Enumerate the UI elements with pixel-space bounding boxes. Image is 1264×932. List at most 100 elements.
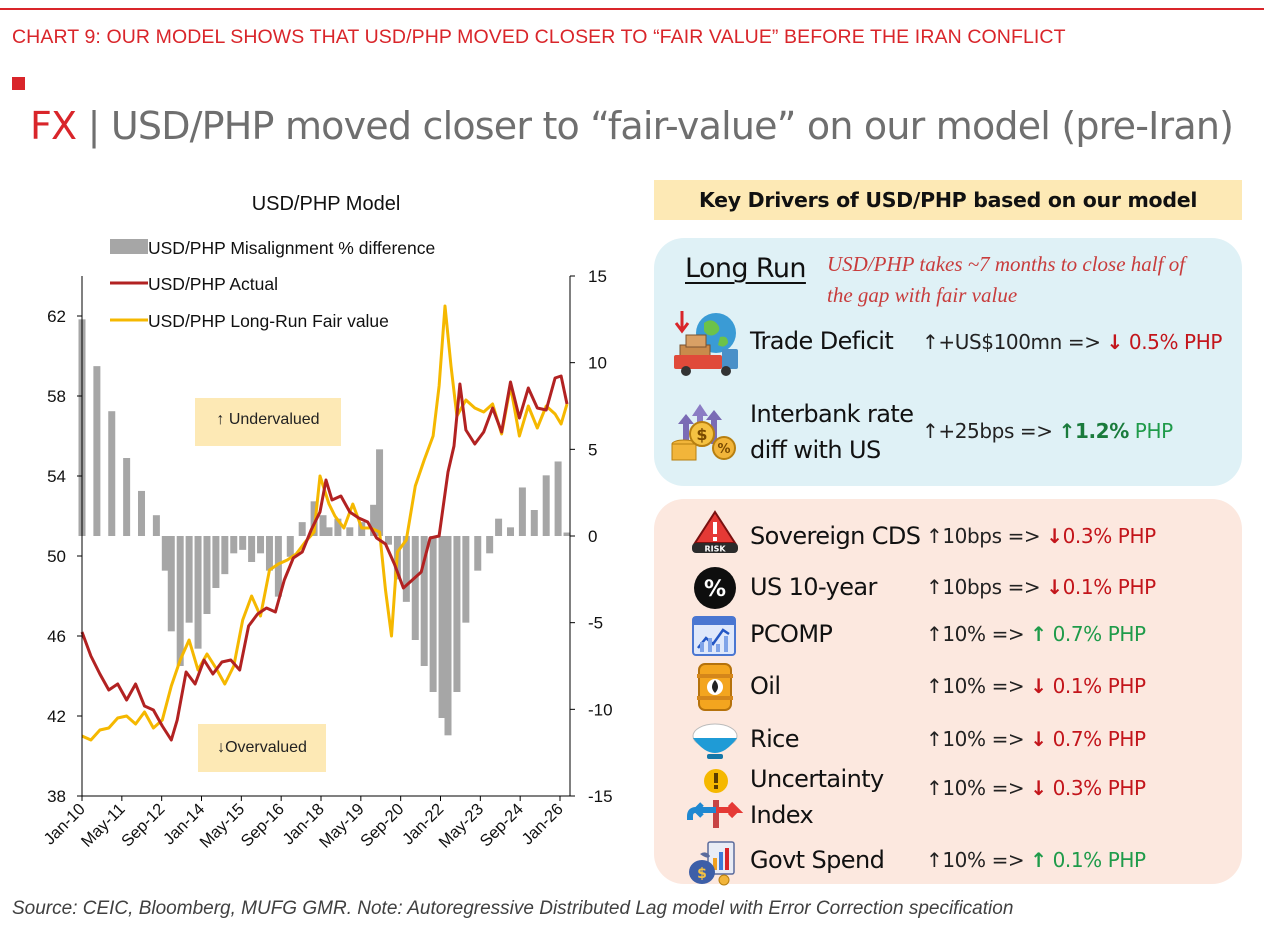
driver-label-sovereign-cds: Sovereign CDS [750, 522, 921, 550]
misalignment-bar [152, 515, 160, 536]
headline-separator: | [76, 104, 111, 148]
misalignment-bar [239, 536, 247, 550]
x-tick-label: May-11 [78, 800, 129, 851]
chart-title: USD/PHP Model [252, 193, 401, 215]
headline-fx: FX [30, 104, 77, 148]
undervalued-label: ↑ Undervalued [216, 411, 319, 428]
govt-spend-icon: $ [689, 841, 735, 886]
driver-value-pcomp: ↑10% => ↑ 0.7% PHP [926, 622, 1146, 646]
svg-text:%: % [704, 577, 726, 602]
misalignment-bar [518, 487, 526, 536]
misalignment-bar [542, 475, 550, 536]
misalignment-bar [185, 536, 193, 623]
misalignment-bar [453, 536, 461, 692]
misalignment-bar [203, 536, 211, 614]
misalignment-bar [384, 536, 392, 545]
misalignment-bar [474, 536, 482, 571]
fair-value-line [81, 304, 569, 742]
x-tick-label: Sep-16 [238, 800, 288, 850]
right-tick-label: 15 [588, 267, 607, 286]
driver-value-rice: ↑10% => ↓ 0.7% PHP [926, 727, 1146, 751]
misalignment-bar [319, 515, 327, 536]
right-tick-label: -5 [588, 614, 603, 633]
driver-label-uncertainty-2: Index [750, 801, 814, 829]
driver-label-trade-deficit: Trade Deficit [750, 327, 894, 355]
x-tick-label: Sep-20 [357, 800, 407, 850]
left-tick-label: 38 [47, 787, 66, 806]
risk-warning-icon: RISK [692, 510, 738, 554]
svg-text:RISK: RISK [704, 545, 726, 554]
svg-text:$: $ [696, 425, 707, 444]
red-square-marker [12, 77, 25, 90]
svg-text:$: $ [697, 866, 707, 882]
left-tick-label: 62 [47, 307, 66, 326]
driver-value-sovereign-cds: ↑10bps => ↓0.3% PHP [926, 524, 1156, 548]
drivers-title: Key Drivers of USD/PHP based on our mode… [654, 180, 1242, 220]
misalignment-bar [230, 536, 238, 554]
driver-value-govt-spend: ↑10% => ↑ 0.1% PHP [926, 848, 1146, 872]
long-run-heading: Long Run [685, 253, 807, 284]
driver-label-pcomp: PCOMP [750, 620, 833, 648]
misalignment-bar [506, 527, 514, 536]
source-note: Source: CEIC, Bloomberg, MUFG GMR. Note:… [12, 898, 1014, 919]
legend-label-actual: USD/PHP Actual [148, 274, 278, 294]
driver-value-trade-deficit: ↑+US$100mn => ↓ 0.5% PHP [922, 330, 1222, 354]
misalignment-bar [563, 532, 571, 536]
driver-label-oil: Oil [750, 672, 781, 700]
driver-value-interbank: ↑+25bps => ↑1.2% PHP [922, 419, 1173, 443]
oil-barrel-icon [697, 663, 733, 711]
x-tick-label: May-23 [436, 800, 488, 852]
x-tick-label: Sep-12 [118, 800, 168, 850]
misalignment-bar [93, 366, 101, 536]
left-tick-label: 46 [47, 627, 66, 646]
driver-label-uncertainty-1: Uncertainty [750, 765, 884, 793]
misalignment-bar [123, 458, 131, 536]
misalignment-bar [438, 536, 446, 718]
misalignment-bar [420, 536, 428, 666]
left-tick-label: 42 [47, 707, 66, 726]
misalignment-bar [402, 536, 410, 602]
undervalued-box [195, 398, 341, 446]
long-run-note: USD/PHP takes ~7 months to close half of… [827, 252, 1186, 307]
headline-text: USD/PHP moved closer to “fair-value” on … [110, 104, 1234, 148]
percent-icon: % [694, 567, 736, 609]
actual-line [80, 374, 569, 742]
right-tick-label: 5 [588, 440, 597, 459]
misalignment-bar [176, 536, 184, 666]
misalignment-bar [444, 536, 452, 736]
driver-label-interbank-1: Interbank rate [750, 400, 914, 428]
misalignment-bar [346, 527, 354, 536]
rice-bowl-icon [692, 723, 738, 759]
misalignment-bar [167, 536, 175, 632]
driver-label-govt-spend: Govt Spend [750, 846, 885, 874]
overvalued-label: ↓Overvalued [217, 739, 307, 756]
left-tick-label: 50 [47, 547, 66, 566]
misalignment-bar [138, 490, 146, 536]
svg-text:%: % [717, 442, 730, 457]
uncertainty-icon [687, 769, 744, 828]
misalignment-bar [257, 536, 265, 554]
chart-caption: CHART 9: OUR MODEL SHOWS THAT USD/PHP MO… [12, 26, 1066, 48]
misalignment-bar [161, 536, 169, 571]
misalignment-bar [212, 536, 220, 588]
stock-index-icon [692, 616, 736, 656]
right-tick-label: 0 [588, 527, 597, 546]
x-tick-label: Sep-24 [477, 800, 527, 850]
interbank-rate-icon: $ % [671, 404, 736, 461]
right-tick-label: -10 [588, 700, 613, 719]
trade-deficit-icon [674, 311, 738, 376]
misalignment-bar [376, 449, 384, 536]
misalignment-bar [495, 518, 503, 536]
x-tick-label: Jan-26 [518, 800, 566, 848]
right-tick-label: -15 [588, 787, 613, 806]
misalignment-bar [265, 536, 273, 571]
page-headline: FX | USD/PHP moved closer to “fair-value… [30, 104, 1234, 148]
misalignment-bar [108, 411, 116, 536]
misalignment-bar [286, 536, 294, 557]
misalignment-bar [194, 536, 202, 649]
x-tick-label: May-15 [197, 800, 249, 852]
misalignment-bar [248, 536, 256, 562]
legend-label-misalignment: USD/PHP Misalignment % difference [148, 238, 435, 258]
driver-label-us-10y: US 10-year [750, 573, 877, 601]
legend-label-fair: USD/PHP Long-Run Fair value [148, 311, 389, 331]
